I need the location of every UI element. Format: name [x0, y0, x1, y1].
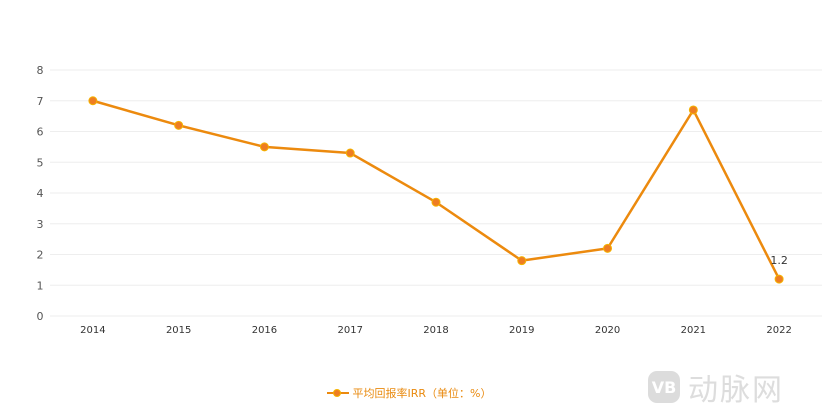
y-tick-label: 8 [37, 64, 44, 77]
watermark: VB 动脉网 [648, 365, 784, 409]
legend[interactable]: 平均回报率IRR（单位：%） [0, 385, 822, 401]
y-tick-label: 0 [37, 310, 44, 323]
series-line [92, 99, 781, 280]
data-point[interactable] [688, 105, 698, 115]
data-point[interactable] [345, 148, 355, 158]
data-point[interactable] [603, 243, 613, 253]
data-point[interactable] [774, 274, 784, 284]
x-axis: 2014 2015 2016 2017 2018 2019 2020 2021 2022 [80, 325, 792, 336]
x-tick-label: 2018 [423, 325, 448, 336]
data-label: 1.2 [770, 254, 788, 267]
y-tick-label: 5 [37, 156, 44, 169]
grid-lines [50, 69, 822, 317]
x-tick-label: 2017 [337, 325, 362, 336]
watermark-text: 动脉网 [688, 373, 784, 408]
x-tick-label: 2021 [681, 325, 706, 336]
x-tick-label: 2016 [252, 325, 277, 336]
y-tick-label: 2 [37, 249, 44, 262]
legend-label: 平均回报率IRR（单位：%） [352, 387, 492, 400]
x-tick-label: 2022 [766, 325, 791, 336]
legend-line-marker-icon [326, 388, 349, 398]
data-point[interactable] [517, 256, 527, 266]
watermark-logo-icon: VB [648, 371, 680, 403]
series-irr [88, 96, 784, 284]
data-point[interactable] [431, 197, 441, 207]
data-labels: 1.2 [770, 254, 788, 267]
y-tick-label: 6 [37, 126, 44, 139]
x-tick-label: 2015 [166, 325, 191, 336]
y-axis: 0 1 2 3 4 5 6 7 8 [37, 64, 44, 323]
y-tick-label: 1 [37, 279, 44, 292]
data-point[interactable] [259, 142, 269, 152]
y-tick-label: 3 [37, 218, 44, 231]
x-tick-label: 2020 [595, 325, 620, 336]
data-point[interactable] [88, 96, 98, 106]
data-point[interactable] [174, 120, 184, 130]
x-tick-label: 2019 [509, 325, 534, 336]
x-tick-label: 2014 [80, 325, 105, 336]
y-tick-label: 4 [37, 187, 44, 200]
y-tick-label: 7 [37, 95, 44, 108]
